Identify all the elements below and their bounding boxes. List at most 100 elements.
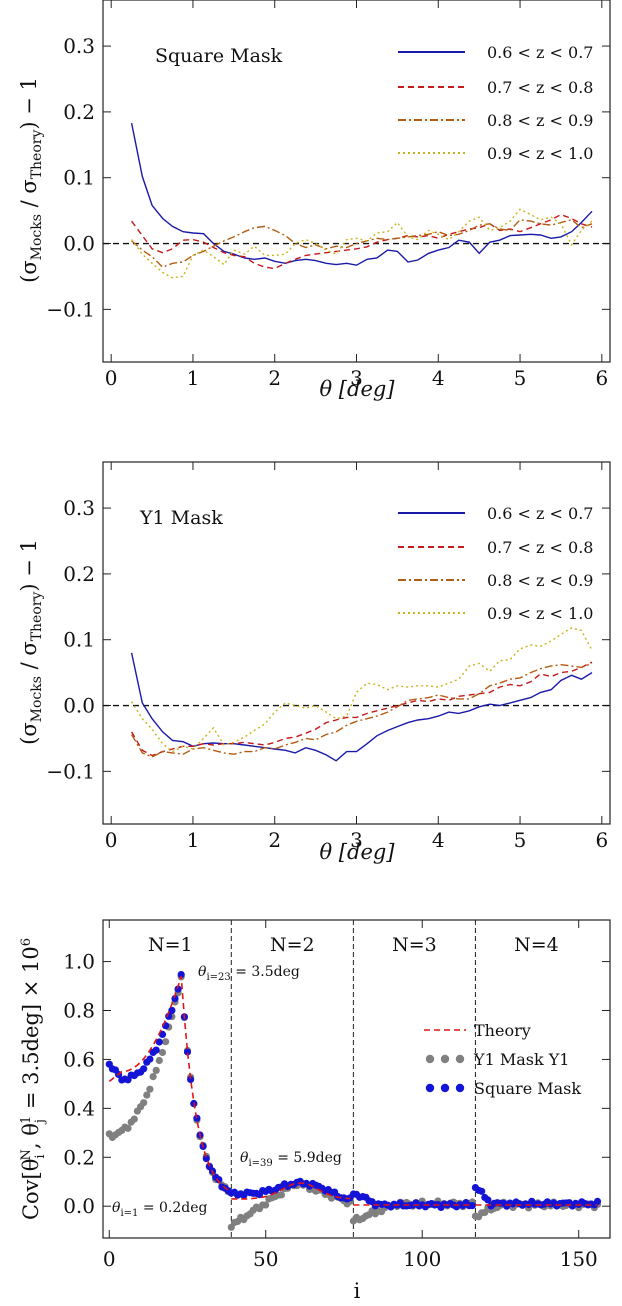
square-point xyxy=(187,1075,195,1084)
y-tick-label: 0.6 xyxy=(63,1047,95,1071)
y1-point xyxy=(146,1085,154,1093)
legend: 0.6 < z < 0.7 0.7 < z < 0.8 0.8 < z < 0.… xyxy=(398,43,593,163)
y-axis-label: (σMocks / σTheory) − 1 xyxy=(17,539,45,745)
x-tick-label: 6 xyxy=(595,366,608,390)
legend-label-3: 0.8 < z < 0.9 xyxy=(487,571,593,590)
y-tick-label: 0.2 xyxy=(63,562,95,586)
segment-label: N=4 xyxy=(514,934,559,956)
series-line-1 xyxy=(130,122,593,266)
y-axis-label: Cov[θiN, θj1 = 3.5deg] × 106 xyxy=(19,938,48,1220)
y-tick-label: 0.0 xyxy=(63,694,95,718)
square-point xyxy=(158,1030,167,1038)
legend-label-4: 0.9 < z < 1.0 xyxy=(487,144,593,163)
x-tick-label: 2 xyxy=(268,828,281,852)
tick-marks: 0 1 2 3 4 5 6 −0.1 0.0 0.1 0.2 0.3 xyxy=(46,462,610,852)
square-point xyxy=(484,1196,492,1204)
square-point xyxy=(202,1155,210,1163)
x-tick-label: 100 xyxy=(403,1247,441,1271)
square-point xyxy=(152,1046,160,1054)
x-tick-label: 150 xyxy=(560,1247,598,1271)
x-tick-label: 0 xyxy=(105,828,118,852)
x-tick-label: 50 xyxy=(253,1247,278,1271)
y1-point xyxy=(262,1201,270,1209)
legend-label-2: 0.7 < z < 0.8 xyxy=(487,538,593,557)
x-tick-label: 3 xyxy=(350,828,363,852)
panel-y1-mask: 0 1 2 3 4 5 6 −0.1 0.0 0.1 0.2 0.3 Y1 Mask 0.6 < z … xyxy=(17,461,611,864)
square-point xyxy=(165,1012,173,1020)
series-line-3 xyxy=(131,219,593,269)
legend-label-theory: Theory xyxy=(474,1021,531,1040)
theory-line-2 xyxy=(231,1182,351,1200)
y-tick-label: 0.2 xyxy=(63,100,95,124)
y-tick-label: −0.1 xyxy=(46,759,95,783)
annotation-i1: θi=1 = 0.2deg xyxy=(112,1200,208,1219)
y-tick-label: 1.0 xyxy=(63,950,95,974)
square-point xyxy=(215,1176,223,1184)
legend-label-4: 0.9 < z < 1.0 xyxy=(487,604,593,623)
y1-point xyxy=(140,1099,148,1107)
legend-label-y1: Y1 Mask Y1 xyxy=(473,1050,569,1069)
x-tick-label: 2 xyxy=(268,366,281,390)
y1-point xyxy=(277,1191,285,1199)
square-point xyxy=(146,1055,154,1063)
segment-label: N=3 xyxy=(392,934,437,956)
segment-labels: N=1 N=2 N=3 N=4 xyxy=(148,934,559,956)
legend-label-2: 0.7 < z < 0.8 xyxy=(487,78,593,97)
square-point xyxy=(183,1048,192,1056)
x-tick-label: 0 xyxy=(105,366,118,390)
x-tick-label: 3 xyxy=(350,366,363,390)
square-point xyxy=(140,1065,148,1073)
panel-title: Y1 Mask xyxy=(139,507,223,529)
y1-point xyxy=(162,1038,170,1046)
segment-label: N=2 xyxy=(270,934,315,956)
square-point xyxy=(478,1187,486,1195)
x-tick-label: 1 xyxy=(187,366,200,390)
series-line-3 xyxy=(130,662,593,758)
y1-point xyxy=(130,1115,138,1123)
legend-label-square: Square Mask xyxy=(474,1079,581,1098)
y-tick-label: 0.0 xyxy=(63,1194,95,1218)
y-tick-label: 0.2 xyxy=(63,1145,95,1169)
legend-label-1: 0.6 < z < 0.7 xyxy=(487,43,593,62)
x-axis-label: θ [deg] xyxy=(319,840,395,864)
panel-covariance: 0 50 100 150 0.0 0.2 0.4 0.6 0.8 1.0 N=1 N=2 N=3 N=4… xyxy=(19,919,611,1303)
theory-line-1 xyxy=(108,976,229,1191)
y1-point xyxy=(155,1056,163,1065)
y-tick-label: 0.1 xyxy=(63,628,95,652)
square-point xyxy=(468,1202,476,1210)
y-tick-label: 0.1 xyxy=(63,166,95,190)
segment-label: N=1 xyxy=(148,934,193,956)
y-tick-label: 0.3 xyxy=(63,496,95,520)
legend-label-3: 0.8 < z < 0.9 xyxy=(487,111,593,130)
series-line-2 xyxy=(130,661,593,757)
annotation-i23: θi=23 = 3.5deg xyxy=(198,964,300,983)
square-point xyxy=(593,1197,602,1205)
series-line-1 xyxy=(130,652,593,762)
series-line-4 xyxy=(131,627,593,753)
y1-point xyxy=(143,1091,151,1099)
legend-label-1: 0.6 < z < 0.7 xyxy=(487,504,593,523)
y1-point xyxy=(152,1066,160,1074)
plot-lines xyxy=(103,122,610,279)
y1-point xyxy=(149,1073,157,1081)
y-tick-label: 0.3 xyxy=(63,34,95,58)
square-point xyxy=(177,971,185,979)
panel-title: Square Mask xyxy=(155,45,283,67)
y-axis-label: (σMocks / σTheory) − 1 xyxy=(17,77,45,283)
y-tick-label: 0.0 xyxy=(63,232,95,256)
tick-marks: 0 50 100 150 0.0 0.2 0.4 0.6 0.8 1.0 xyxy=(63,920,610,1271)
plot-points xyxy=(105,971,602,1231)
annotation-i39: θi=39 = 5.9deg xyxy=(240,1150,342,1169)
y-tick-label: −0.1 xyxy=(46,297,95,321)
x-axis-label: i xyxy=(354,1279,361,1303)
tick-marks: 0 1 2 3 4 5 6 −0.1 0.0 0.1 0.2 0.3 xyxy=(46,0,610,390)
y-tick-label: 0.8 xyxy=(63,999,95,1023)
square-point xyxy=(174,985,182,993)
square-point xyxy=(155,1038,163,1046)
y-tick-label: 0.4 xyxy=(63,1096,95,1120)
x-tick-label: 6 xyxy=(595,828,608,852)
square-point xyxy=(168,1006,176,1015)
legend-marker-y1 xyxy=(425,1054,465,1064)
y1-point xyxy=(158,1048,167,1057)
